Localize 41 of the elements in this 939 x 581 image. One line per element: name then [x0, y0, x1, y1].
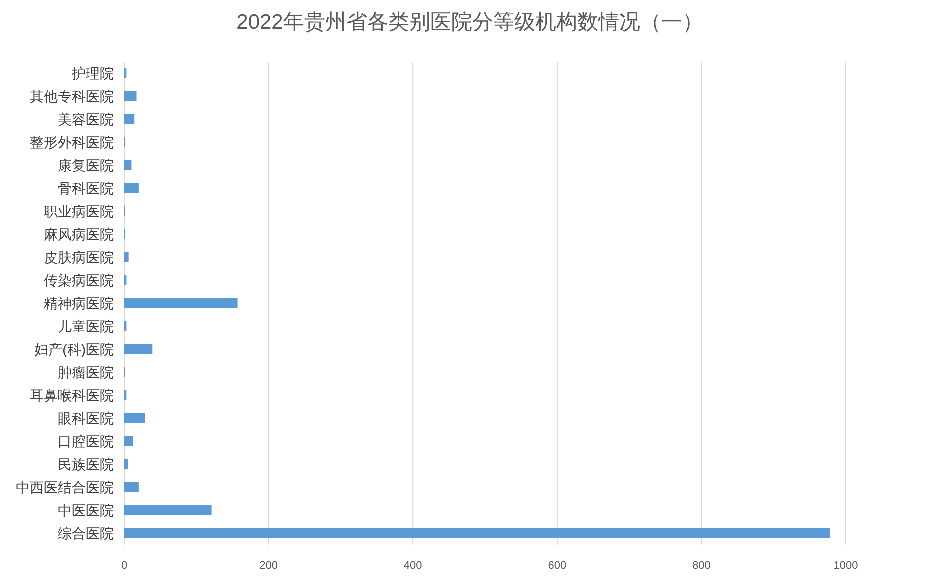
bar — [124, 252, 129, 262]
y-tick-label: 肿瘤医院 — [58, 364, 114, 380]
bar — [124, 344, 153, 354]
y-tick-label: 综合医院 — [58, 526, 114, 542]
x-tick-label: 600 — [548, 560, 567, 572]
y-tick-label: 口腔医院 — [58, 434, 114, 450]
y-tick-label: 康复医院 — [58, 158, 114, 174]
y-tick-label: 传染病医院 — [44, 272, 114, 288]
bar — [124, 460, 128, 470]
y-tick-label: 眼科医院 — [58, 410, 114, 426]
y-tick-label: 精神病医院 — [44, 296, 114, 312]
y-tick-label: 耳鼻喉科医院 — [30, 388, 114, 404]
y-tick-label: 其他专科医院 — [30, 88, 114, 104]
bar — [124, 414, 146, 424]
y-tick-label: 麻风病医院 — [44, 226, 114, 242]
bar — [124, 506, 212, 516]
bar — [124, 436, 134, 446]
y-tick-label: 儿童医院 — [58, 318, 114, 334]
bar — [124, 482, 139, 492]
bar — [124, 92, 137, 102]
chart-title: 2022年贵州省各类别医院分等级机构数情况（一） — [236, 11, 704, 34]
y-tick-label: 中医医院 — [58, 502, 114, 518]
y-tick-label: 中西医结合医院 — [16, 480, 114, 496]
bar — [124, 298, 238, 308]
y-tick-label: 美容医院 — [58, 112, 114, 128]
x-tick-label: 400 — [404, 560, 422, 572]
y-tick-label: 护理院 — [71, 66, 114, 82]
x-tick-label: 200 — [260, 560, 278, 572]
x-tick-label: 0 — [121, 560, 128, 572]
y-tick-label: 骨科医院 — [58, 180, 114, 196]
bar — [124, 114, 135, 124]
y-tick-label: 职业病医院 — [44, 204, 114, 220]
bar — [124, 184, 139, 194]
x-tick-label: 800 — [692, 560, 711, 572]
bar — [124, 528, 830, 538]
x-tick-label: 1000 — [834, 560, 858, 572]
y-tick-label: 皮肤病医院 — [44, 250, 114, 266]
y-tick-label: 妇产(科)医院 — [34, 342, 114, 358]
bar — [124, 160, 132, 170]
y-tick-label: 整形外科医院 — [30, 134, 114, 150]
y-tick-label: 民族医院 — [58, 456, 114, 472]
